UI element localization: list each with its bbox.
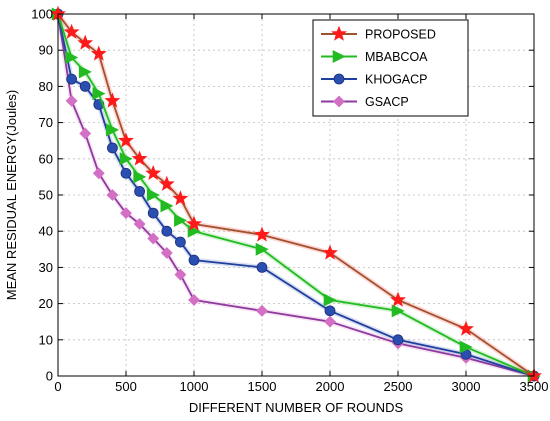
x-tick-label: 1500 [248, 379, 277, 394]
y-tick-label: 60 [39, 151, 53, 166]
data-point-gsacp [120, 207, 132, 220]
data-point-gsacp [256, 304, 268, 317]
data-point-gsacp [79, 127, 92, 140]
y-tick-label: 90 [39, 43, 53, 58]
y-tick-label: 100 [31, 7, 53, 22]
x-tick-label: 2500 [384, 379, 413, 394]
data-point-khogacp [161, 225, 173, 237]
x-axis-label: DIFFERENT NUMBER OF ROUNDS [189, 400, 404, 415]
data-point-khogacp [174, 236, 186, 248]
y-tick-label: 80 [39, 79, 53, 94]
y-tick-label: 40 [39, 224, 53, 239]
data-point-mbabcoa [119, 152, 133, 166]
legend-label-mbabcoa: MBABCOA [365, 50, 428, 64]
data-point-khogacp [134, 185, 146, 197]
y-tick-label: 10 [39, 332, 53, 347]
data-point-mbabcoa [133, 170, 147, 184]
y-tick-label: 50 [39, 188, 53, 203]
y-tick-label: 20 [39, 296, 53, 311]
data-point-gsacp [92, 167, 105, 180]
data-point-khogacp [66, 73, 77, 85]
data-point-khogacp [120, 167, 132, 179]
data-point-proposed [186, 215, 202, 231]
data-point-gsacp [106, 189, 119, 201]
legend-marker-proposed [331, 25, 347, 41]
legend-marker-khogacp [333, 73, 345, 85]
data-point-mbabcoa [323, 293, 337, 307]
legend-marker-mbabcoa [332, 50, 346, 63]
data-point-proposed [158, 175, 175, 191]
x-tick-label: 3000 [452, 379, 481, 394]
data-point-mbabcoa [65, 50, 79, 64]
series-line-mbabcoa [57, 13, 535, 377]
legend-marker-gsacp [333, 95, 345, 108]
axis-ticks: 0 500 1000 1500 2000 2500 3000 3500 0 10 20 30 40 50 6… [31, 7, 548, 395]
legend-label-proposed: PROPOSED [365, 28, 436, 42]
data-point-gsacp [147, 232, 160, 245]
data-point-khogacp [256, 261, 268, 273]
data-point-mbabcoa [391, 304, 405, 318]
y-tick-label: 30 [39, 260, 53, 275]
y-axis-label: MEAN RESIDUAL ENERGY(Joules) [4, 90, 19, 300]
legend: PROPOSED MBABCOA KHOGACP GSACP [312, 19, 469, 117]
data-point-mbabcoa [160, 199, 174, 213]
data-point-proposed [131, 150, 148, 166]
series-line-proposed [57, 13, 535, 377]
data-point-gsacp [133, 218, 146, 230]
legend-label-khogacp: KHOGACP [365, 73, 428, 87]
x-tick-label: 0 [54, 379, 61, 394]
data-point-khogacp [324, 305, 336, 317]
data-point-proposed [90, 45, 107, 61]
data-point-khogacp [392, 334, 404, 346]
data-point-proposed [390, 291, 406, 307]
x-tick-label: 1000 [180, 379, 209, 394]
data-point-gsacp [65, 94, 78, 107]
data-point-mbabcoa [106, 123, 120, 137]
data-point-khogacp [147, 207, 159, 219]
legend-label-gsacp: GSACP [365, 95, 409, 109]
x-tick-label: 3500 [520, 379, 549, 394]
data-point-proposed [254, 226, 270, 242]
data-point-khogacp [188, 254, 200, 266]
data-point-proposed [458, 320, 474, 336]
data-point-proposed [104, 92, 121, 108]
series-line-gsacp [57, 13, 535, 377]
series-line-khogacp [57, 13, 535, 377]
x-tick-label: 2000 [316, 379, 345, 394]
data-point-mbabcoa [255, 242, 269, 256]
data-point-mbabcoa [92, 87, 106, 101]
data-point-gsacp [160, 246, 173, 259]
data-point-khogacp [107, 142, 118, 154]
data-point-proposed [172, 190, 189, 206]
data-point-proposed [63, 23, 80, 39]
data-point-gsacp [174, 268, 187, 281]
data-point-gsacp [188, 294, 200, 306]
data-point-proposed [145, 164, 162, 181]
data-point-proposed [77, 34, 94, 50]
data-point-mbabcoa [459, 340, 473, 354]
data-point-mbabcoa [78, 65, 92, 79]
data-point-gsacp [324, 315, 336, 328]
data-point-mbabcoa [174, 213, 188, 227]
y-tick-label: 0 [46, 369, 53, 384]
data-point-khogacp [79, 81, 91, 92]
x-tick-label: 500 [115, 379, 137, 394]
series-proposed [50, 5, 542, 383]
data-point-proposed [118, 132, 134, 148]
data-point-mbabcoa [146, 188, 160, 202]
data-point-proposed [322, 244, 338, 260]
y-tick-label: 70 [39, 115, 53, 130]
